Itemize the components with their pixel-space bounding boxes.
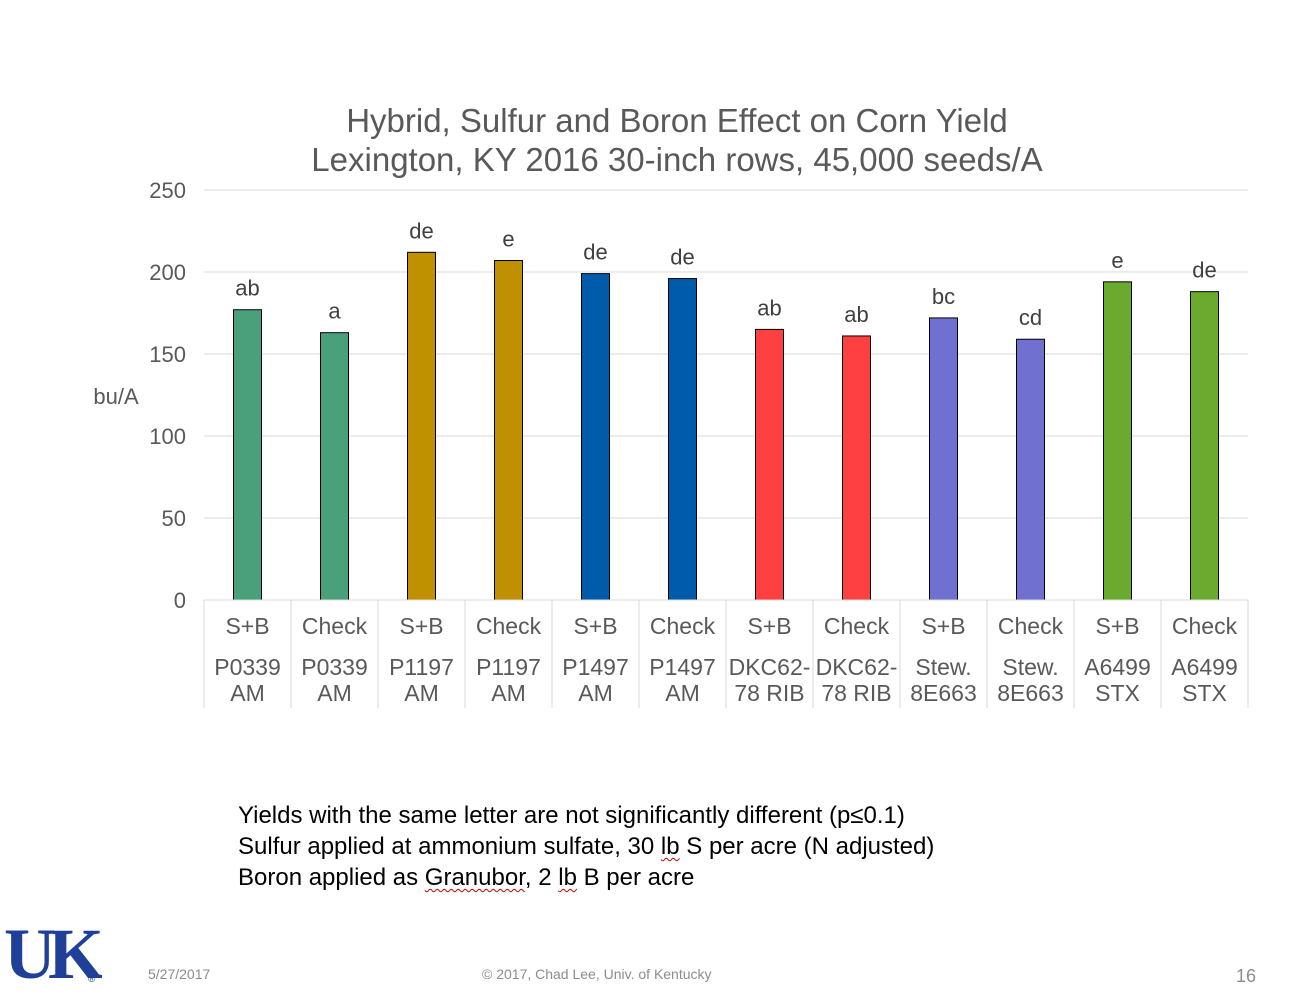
note-sulfur-text-1: Sulfur applied at ammonium sulfate, 30 [238,833,661,860]
bar [668,278,697,601]
x-tick-label-treatment: Check [1172,613,1238,639]
data-label: de [670,245,694,270]
y-tick-label: 200 [149,260,186,285]
x-tick-label-hybrid-line-2: AM [317,680,352,706]
x-tick-label-hybrid-line-2: 8E663 [997,680,1064,706]
note-boron-unit: lb [558,864,577,891]
svg-text:UK: UK [4,914,102,986]
data-label: de [1192,258,1216,283]
x-tick-label-hybrid-line-2: STX [1095,680,1140,706]
x-tick-label-hybrid-line-2: 78 RIB [734,680,804,706]
y-tick-label: 100 [149,424,186,449]
x-tick-label-hybrid-line-2: AM [665,680,700,706]
bar [842,335,871,601]
note-sulfur: Sulfur applied at ammonium sulfate, 30 l… [238,831,934,862]
bar [320,332,349,601]
x-tick-label-hybrid-line-1: A6499 [1084,654,1151,680]
bar [494,260,523,601]
bar [1103,281,1132,601]
note-boron: Boron applied as Granubor, 2 lb B per ac… [238,862,934,893]
x-tick-label-hybrid-line-2: AM [404,680,439,706]
x-tick-label-hybrid-line-2: AM [230,680,265,706]
x-tick-label-hybrid-line-1: P0339 [214,654,281,680]
data-label: e [502,227,514,252]
data-label: cd [1019,305,1042,330]
x-tick-label-treatment: S+B [921,613,965,639]
x-tick-label-hybrid-line-2: AM [491,680,526,706]
x-tick-label-treatment: S+B [225,613,269,639]
x-tick-label-treatment: S+B [399,613,443,639]
data-labels: ab a de e de de ab ab bc cd e de [235,218,1216,330]
note-sulfur-unit: lb [660,833,680,860]
footer-copyright: © 2017, Chad Lee, Univ. of Kentucky [482,966,712,982]
data-label: e [1111,248,1123,273]
x-tick-label-hybrid-line-2: 78 RIB [821,680,891,706]
note-boron-text-3: B per acre [576,864,695,891]
gridlines [204,189,1248,519]
x-tick-label-treatment: Check [998,613,1064,639]
x-tick-label-hybrid-line-1: P1497 [562,654,629,680]
x-tick-label-hybrid-line-1: P1497 [649,654,716,680]
bar [755,328,784,601]
x-tick-label-hybrid-line-2: STX [1182,680,1227,706]
x-tick-label-treatment: S+B [1095,613,1139,639]
data-label: ab [844,302,868,327]
bar [1190,291,1219,601]
x-tick-label-hybrid-line-1: A6499 [1171,654,1238,680]
data-label: de [409,218,433,243]
bar [581,273,610,601]
x-tick-label-treatment: Check [476,613,542,639]
uk-logo: UK ® [3,913,102,986]
footer-date: 5/27/2017 [148,966,211,982]
x-tick-label-treatment: S+B [747,613,791,639]
note-boron-product: Granubor [424,864,525,891]
x-tick-label-treatment: Check [824,613,890,639]
x-tick-label-treatment: S+B [573,613,617,639]
x-tick-label-hybrid-line-1: DKC62- [816,654,898,680]
data-label: a [328,299,341,324]
x-tick-label-treatment: Check [302,613,368,639]
x-axis: S+BP0339AMCheckP0339AMS+BP1197AMCheckP11… [203,599,1249,708]
note-boron-text-2: , 2 [524,864,559,891]
bar [407,251,436,601]
x-tick-label-hybrid-line-1: DKC62- [729,654,811,680]
y-tick-label: 150 [149,342,186,367]
y-tick-labels: 0 50 100 150 200 250 [149,178,186,613]
x-tick-label-treatment: Check [650,613,716,639]
note-boron-text-1: Boron applied as [238,864,425,891]
data-label: ab [757,295,781,320]
slide-number: 16 [1236,966,1257,986]
data-label: de [583,240,607,265]
x-tick-label-hybrid-line-2: 8E663 [910,680,977,706]
bars [233,251,1219,601]
y-axis-label: bu/A [93,384,139,409]
x-tick-label-hybrid-line-1: Stew. [1002,654,1058,680]
x-tick-label-hybrid-line-1: P0339 [301,654,368,680]
x-tick-label-hybrid-line-1: P1197 [389,654,454,680]
bar [1016,338,1045,601]
bar [233,309,262,601]
note-sulfur-text-2: S per acre (N adjusted) [679,833,935,860]
x-tick-label-hybrid-line-1: P1197 [476,654,541,680]
x-tick-label-hybrid-line-1: Stew. [915,654,971,680]
y-tick-label: 250 [149,178,186,203]
y-tick-label: 0 [174,588,186,613]
svg-text:®: ® [88,974,96,985]
note-significance: Yields with the same letter are not sign… [238,802,905,829]
y-tick-label: 50 [162,506,186,531]
x-tick-label-hybrid-line-2: AM [578,680,613,706]
data-label: ab [235,276,259,301]
bar [929,317,958,601]
chart-title-line-1: Hybrid, Sulfur and Boron Effect on Corn … [346,102,1008,139]
bar-chart: Hybrid, Sulfur and Boron Effect on Corn … [93,102,1249,708]
footnotes: Yields with the same letter are not sign… [238,800,934,893]
data-label: bc [932,284,955,309]
chart-title-line-2: Lexington, KY 2016 30-inch rows, 45,000 … [311,141,1042,178]
